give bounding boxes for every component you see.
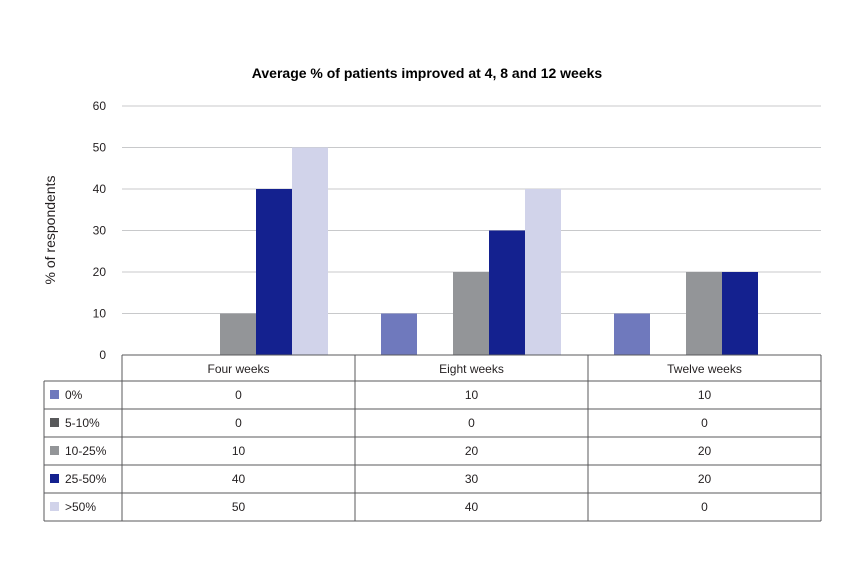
table-cell-value: 20 xyxy=(698,444,712,458)
table-cell-value: 10 xyxy=(465,388,479,402)
bar xyxy=(489,230,525,355)
legend-label: >50% xyxy=(65,500,96,514)
table-cell-value: 0 xyxy=(468,416,475,430)
bar xyxy=(381,313,417,355)
y-tick-label: 50 xyxy=(93,141,107,155)
legend-swatch xyxy=(50,474,59,483)
table-cell-value: 0 xyxy=(235,388,242,402)
table-cell-value: 50 xyxy=(232,500,246,514)
legend-label: 0% xyxy=(65,388,83,402)
legend-label: 25-50% xyxy=(65,472,107,486)
bar xyxy=(220,313,256,355)
bar xyxy=(525,189,561,355)
y-axis-label: % of respondents xyxy=(42,176,58,285)
legend-swatch xyxy=(50,390,59,399)
y-tick-label: 30 xyxy=(93,224,107,238)
bar xyxy=(614,313,650,355)
table-cell-value: 40 xyxy=(465,500,479,514)
table-cell-value: 0 xyxy=(701,500,708,514)
legend-label: 5-10% xyxy=(65,416,100,430)
table-cell-value: 0 xyxy=(701,416,708,430)
bar xyxy=(722,272,758,355)
x-category-label: Eight weeks xyxy=(439,362,504,376)
y-tick-label: 0 xyxy=(99,348,106,362)
table-cell-value: 40 xyxy=(232,472,246,486)
legend-swatch xyxy=(50,502,59,511)
chart-title: Average % of patients improved at 4, 8 a… xyxy=(252,65,603,81)
y-tick-label: 20 xyxy=(93,265,107,279)
legend-label: 10-25% xyxy=(65,444,107,458)
legend-swatch xyxy=(50,446,59,455)
y-tick-label: 10 xyxy=(93,307,107,321)
bar xyxy=(453,272,489,355)
table-cell-value: 20 xyxy=(465,444,479,458)
x-category-label: Twelve weeks xyxy=(667,362,742,376)
legend-swatch xyxy=(50,418,59,427)
table-cell-value: 30 xyxy=(465,472,479,486)
table-cell-value: 10 xyxy=(698,388,712,402)
x-category-label: Four weeks xyxy=(207,362,269,376)
bar xyxy=(256,189,292,355)
table-cell-value: 20 xyxy=(698,472,712,486)
bar xyxy=(292,147,328,355)
y-tick-label: 40 xyxy=(93,182,107,196)
y-tick-label: 60 xyxy=(93,99,107,113)
table-cell-value: 0 xyxy=(235,416,242,430)
bar xyxy=(686,272,722,355)
table-cell-value: 10 xyxy=(232,444,246,458)
